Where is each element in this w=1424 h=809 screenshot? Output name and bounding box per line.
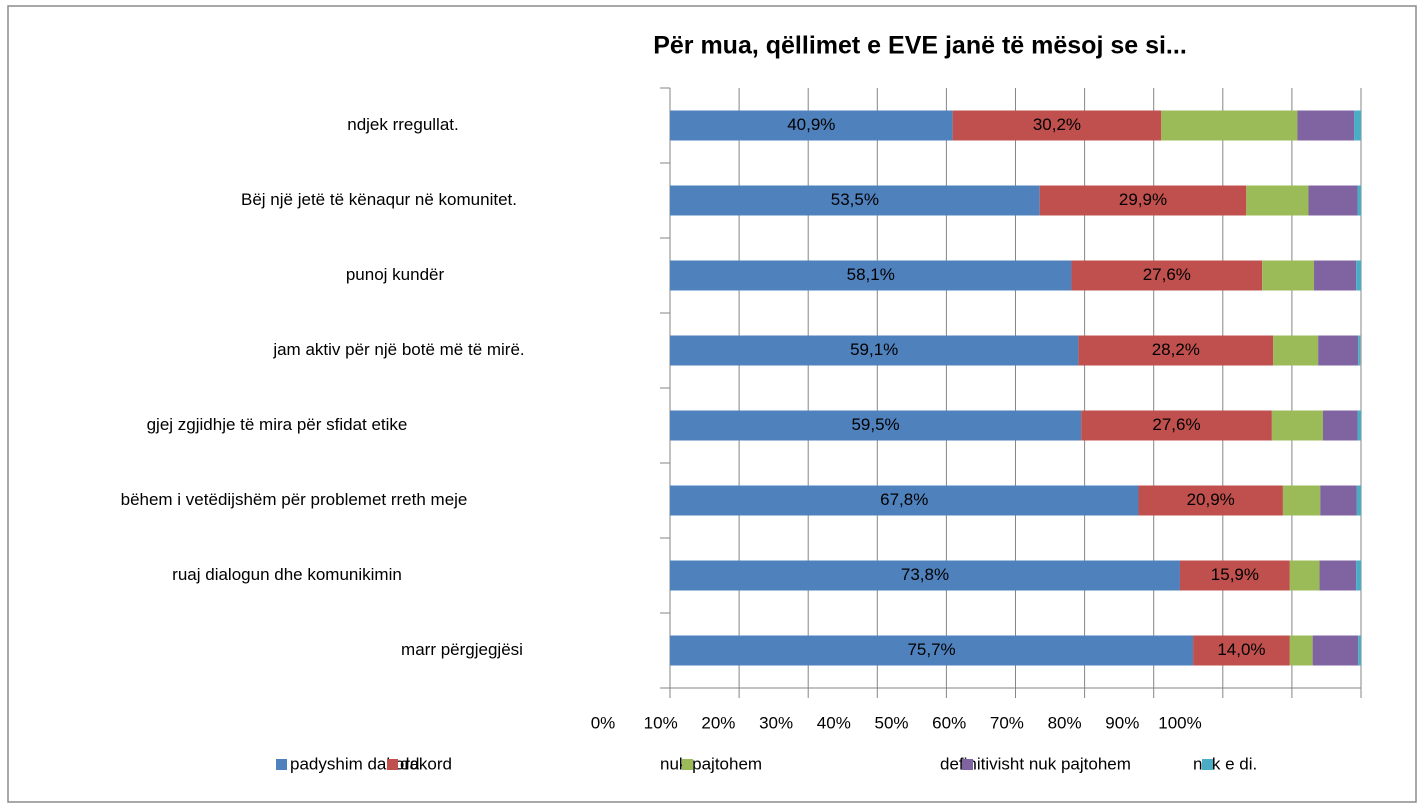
bar-segment: [1322, 410, 1358, 441]
bar-segment: [670, 635, 1194, 666]
x-tick-label: 80%: [1048, 713, 1082, 732]
bar-segment: [670, 560, 1180, 591]
legend-label: definitivisht nuk pajtohem: [940, 754, 1131, 773]
bar-segment: [1282, 485, 1321, 516]
x-tick-label: 20%: [701, 713, 735, 732]
legend-swatch: [682, 759, 693, 770]
bar-segment: [1312, 635, 1359, 666]
bar-segment: [1289, 560, 1320, 591]
x-tick-label: 90%: [1105, 713, 1139, 732]
x-tick-label: 70%: [990, 713, 1024, 732]
bar-segment: [1081, 410, 1272, 441]
data-label: 59,1%: [850, 340, 898, 359]
legend-swatch: [276, 759, 287, 770]
bar-segment: [1357, 185, 1361, 216]
bar-segment: [952, 110, 1162, 141]
data-label: 15,9%: [1211, 565, 1259, 584]
data-label: 58,1%: [847, 265, 895, 284]
bar-segment: [1297, 110, 1355, 141]
bar-segment: [1138, 485, 1283, 516]
bar-segment: [1356, 260, 1361, 291]
data-label: 73,8%: [901, 565, 949, 584]
bar-segment: [1161, 110, 1298, 141]
bar-segment: [1078, 335, 1274, 366]
legend-swatch: [962, 759, 973, 770]
bar-segment: [670, 260, 1072, 291]
bar-segment: [1356, 485, 1361, 516]
y-tick-label: punoj kundër: [346, 265, 445, 284]
bar-segment: [1314, 260, 1357, 291]
y-tick-label: bëhem i vetëdijshëm për problemet rreth …: [121, 490, 468, 509]
bar-segment: [1193, 635, 1290, 666]
bar-segment: [1039, 185, 1247, 216]
bar-segment: [1357, 410, 1361, 441]
chart-title: Për mua, qëllimet e EVE janë të mësoj se…: [653, 32, 1187, 60]
bar-segment: [1319, 560, 1357, 591]
bar-segment: [1071, 260, 1263, 291]
x-tick-label: 50%: [874, 713, 908, 732]
bar-segment: [1356, 560, 1361, 591]
bar-segment: [1289, 635, 1313, 666]
data-label: 75,7%: [907, 640, 955, 659]
bar-segment: [670, 485, 1139, 516]
bar-segment: [1271, 410, 1323, 441]
x-tick-label: 10%: [644, 713, 678, 732]
data-label: 53,5%: [831, 190, 879, 209]
data-label: 30,2%: [1033, 115, 1081, 134]
bar-segment: [1246, 185, 1309, 216]
legend-swatch: [387, 759, 398, 770]
bar-segment: [1262, 260, 1315, 291]
data-label: 20,9%: [1187, 490, 1235, 509]
data-label: 14,0%: [1217, 640, 1265, 659]
data-label: 59,5%: [851, 415, 899, 434]
bar-segment: [1308, 185, 1358, 216]
x-tick-label: 0%: [591, 713, 616, 732]
y-tick-label: ndjek rregullat.: [347, 115, 459, 134]
bar-segment: [670, 110, 953, 141]
bar-segment: [1358, 635, 1361, 666]
legend-label: dakord: [400, 754, 452, 773]
data-label: 27,6%: [1152, 415, 1200, 434]
y-tick-label: marr përgjegjësi: [401, 640, 523, 659]
bar-segment: [670, 335, 1079, 366]
data-label: 27,6%: [1143, 265, 1191, 284]
x-tick-label: 40%: [817, 713, 851, 732]
x-tick-label: 60%: [932, 713, 966, 732]
y-tick-label: ruaj dialogun dhe komunikimin: [172, 565, 402, 584]
x-tick-label: 100%: [1158, 713, 1201, 732]
bar-segment: [1318, 335, 1359, 366]
data-label: 67,8%: [880, 490, 928, 509]
bar-segment: [670, 410, 1082, 441]
y-tick-label: jam aktiv për një botë më të mirë.: [272, 340, 524, 359]
data-label: 28,2%: [1152, 340, 1200, 359]
legend-label: nuk pajtohem: [660, 754, 762, 773]
y-tick-label: Bëj një jetë të kënaqur në komunitet.: [241, 190, 517, 209]
bar-segment: [1273, 335, 1319, 366]
data-label: 40,9%: [787, 115, 835, 134]
y-tick-label: gjej zgjidhje të mira për sfidat etike: [147, 415, 408, 434]
bar-segment: [670, 185, 1040, 216]
data-label: 29,9%: [1119, 190, 1167, 209]
bar-segment: [1320, 485, 1357, 516]
legend-swatch: [1202, 759, 1213, 770]
x-tick-label: 30%: [759, 713, 793, 732]
bar-segment: [1358, 335, 1361, 366]
bar-segment: [1354, 110, 1361, 141]
bar-segment: [1179, 560, 1290, 591]
